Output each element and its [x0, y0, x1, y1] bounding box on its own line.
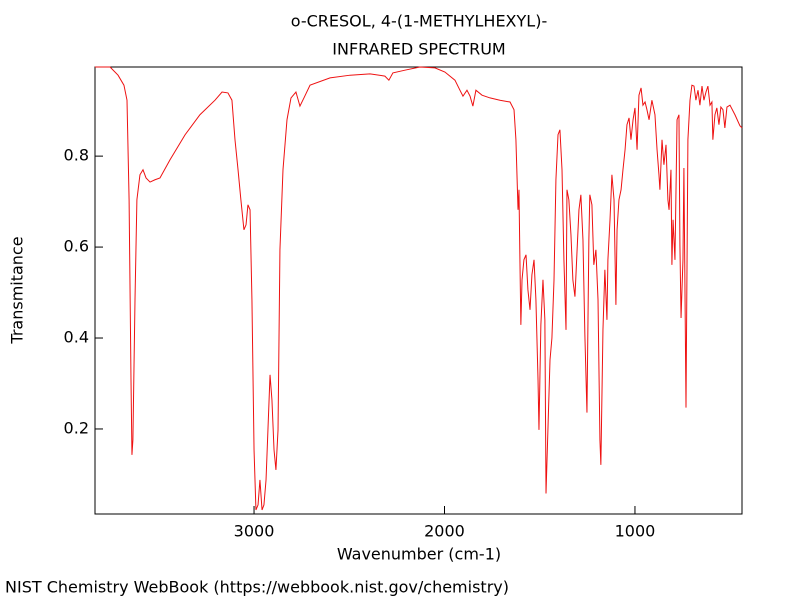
y-tick-label: 0.8: [64, 146, 89, 165]
x-tick-label: 2000: [424, 522, 465, 541]
spectrum-line: [95, 66, 743, 511]
y-tick-label: 0.2: [64, 418, 89, 437]
x-tick-label: 1000: [615, 522, 656, 541]
y-tick-label: 0.4: [64, 328, 89, 347]
x-tick-label: 3000: [234, 522, 275, 541]
footer: NIST Chemistry WebBook (https://webbook.…: [5, 578, 509, 597]
y-tick-label: 0.6: [64, 237, 89, 256]
plot-frame: [94, 66, 743, 515]
chart-title: o-CRESOL, 4-(1-METHYLHEXYL)-: [291, 12, 547, 31]
y-axis-label: Transmitance: [8, 236, 27, 344]
x-axis-label: Wavenumber (cm-1): [337, 545, 501, 564]
chart-subtitle: INFRARED SPECTRUM: [332, 40, 505, 59]
